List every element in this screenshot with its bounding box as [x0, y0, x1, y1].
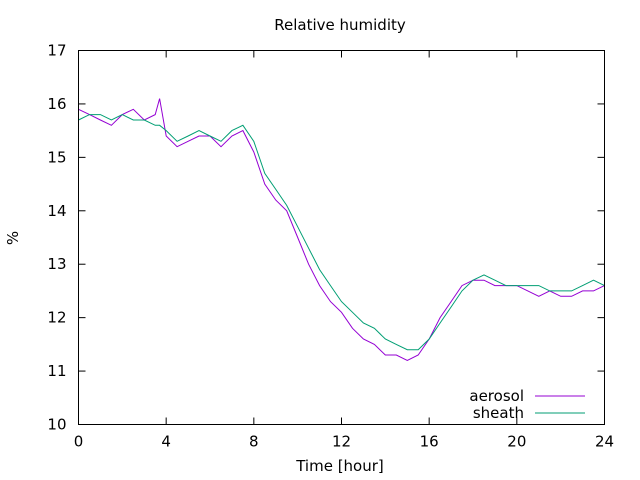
y-axis-label: % — [4, 231, 22, 245]
y-tick-label: 10 — [47, 416, 66, 434]
y-tick-label: 14 — [47, 202, 66, 220]
y-tick-label: 17 — [47, 42, 66, 60]
series-line-sheath — [78, 114, 605, 351]
x-tick-label: 4 — [161, 433, 171, 451]
x-tick-label: 24 — [595, 433, 614, 451]
legend-label: sheath — [473, 404, 524, 422]
chart-title: Relative humidity — [274, 16, 406, 34]
y-tick-label: 11 — [47, 362, 66, 380]
series-line-aerosol — [78, 98, 605, 361]
x-tick-label: 12 — [332, 433, 351, 451]
x-axis-label: Time [hour] — [295, 457, 384, 475]
x-tick-label: 8 — [249, 433, 259, 451]
y-tick-label: 12 — [47, 309, 66, 327]
plot-area — [78, 50, 605, 425]
series-layer — [78, 98, 605, 361]
y-tick-label: 15 — [47, 148, 66, 166]
axis-layer: 0 4 8 12 16 20 24 10 11 12 13 14 15 16 17 — [47, 42, 614, 451]
y-tick-label: 16 — [47, 95, 66, 113]
x-tick-label: 0 — [74, 433, 84, 451]
legend-label: aerosol — [469, 387, 524, 405]
y-tick-label: 13 — [47, 255, 66, 273]
x-tick-label: 20 — [507, 433, 526, 451]
x-tick-label: 16 — [420, 433, 439, 451]
